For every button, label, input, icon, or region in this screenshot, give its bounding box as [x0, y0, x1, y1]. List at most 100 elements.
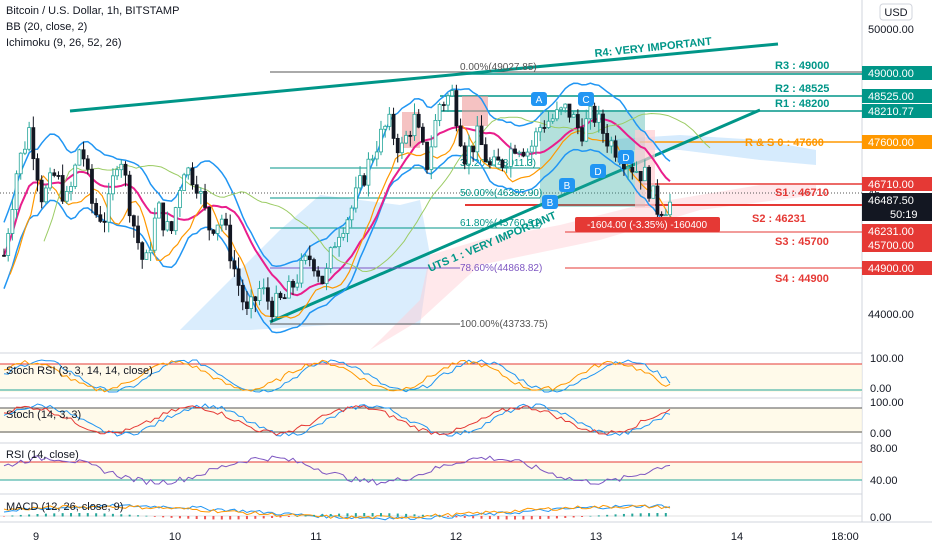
stoch-rsi-panel [0, 359, 862, 393]
candle [496, 156, 501, 161]
candle [400, 142, 404, 154]
currency-label: USD [884, 7, 907, 19]
r1-price: 48210.77 [868, 106, 914, 118]
rs-price-badge [862, 135, 932, 149]
macd-bar [379, 513, 382, 517]
candle [307, 255, 312, 261]
candle [647, 166, 651, 199]
candle [429, 146, 434, 170]
candle [182, 174, 187, 191]
macd-bar [354, 513, 357, 517]
candle [337, 236, 341, 248]
candle [2, 254, 6, 257]
s4-label: S4 : 44900 [775, 273, 829, 285]
macd-bar [170, 516, 173, 518]
candle [358, 175, 362, 189]
candle [441, 104, 446, 106]
candle [43, 187, 48, 203]
candle [23, 148, 27, 154]
price-axis[interactable]: USD 50000.00 44000.00 46 49000.00 48525.… [862, 3, 932, 524]
pattern-d2-badge [590, 164, 606, 178]
header-backdrop [0, 0, 260, 52]
macd-bar [455, 516, 458, 518]
macd-bar [120, 514, 123, 517]
macd-bar [178, 516, 181, 519]
candle [224, 218, 228, 226]
macd-bar [329, 513, 332, 517]
candle [575, 114, 580, 129]
macd-bar [522, 516, 525, 520]
candle [106, 193, 111, 223]
candle [341, 233, 346, 238]
macd-bar [262, 516, 265, 519]
candle [333, 246, 337, 249]
bb-indicator-label[interactable]: BB (20, close, 2) [6, 21, 87, 33]
macd-bar [61, 513, 64, 517]
macd-bar [396, 513, 399, 517]
candle [136, 225, 140, 244]
macd-bar [614, 514, 617, 517]
macd-bar [597, 515, 600, 517]
candle [240, 284, 245, 303]
candle [207, 207, 212, 231]
candle [127, 174, 132, 217]
candle [391, 113, 396, 139]
macd-bar [547, 516, 550, 519]
macd-bar [53, 513, 56, 517]
last-price-badge [862, 193, 932, 207]
candle [303, 255, 308, 261]
candle [467, 145, 471, 165]
r1-label: R1 : 48200 [775, 98, 829, 110]
countdown: 50:19 [890, 209, 918, 221]
candle [513, 148, 517, 154]
candle [483, 144, 488, 163]
candle [475, 125, 480, 153]
candle [257, 288, 262, 301]
candle [249, 296, 254, 309]
x-tick-14: 14 [731, 531, 743, 543]
candle [559, 107, 563, 111]
macd-bar [321, 514, 324, 517]
macd-bar [245, 516, 248, 520]
macd-bar [589, 515, 592, 517]
candle [571, 114, 576, 118]
x-tick-10: 10 [169, 531, 181, 543]
candle [655, 185, 660, 215]
s1-label: S1 : 46710 [775, 187, 829, 199]
candle [458, 125, 463, 147]
candle [236, 268, 241, 286]
candle [542, 127, 547, 129]
candle [157, 202, 161, 219]
candle [60, 175, 65, 202]
candle [14, 173, 19, 210]
candle [395, 137, 400, 154]
macd-bar [622, 513, 625, 517]
pattern-d1-label: D [622, 153, 629, 164]
time-axis[interactable]: 9 10 11 12 13 14 18:00 [33, 531, 859, 543]
candle [634, 171, 639, 173]
candle [111, 175, 115, 195]
pattern-a-label: A [536, 95, 543, 106]
candle [416, 113, 421, 128]
candle [169, 221, 174, 232]
candle [521, 151, 526, 157]
pattern-c-label: C [582, 95, 589, 106]
candle [31, 127, 36, 160]
macd-bar [438, 515, 441, 517]
candle [102, 220, 107, 223]
candle [479, 125, 484, 146]
rsi-panel [0, 455, 862, 486]
candle [504, 166, 509, 168]
candle [517, 151, 522, 154]
candle [194, 184, 199, 194]
rsi-title: RSI (14, close) [6, 449, 79, 461]
currency-button[interactable] [879, 3, 913, 21]
macd-bar [103, 513, 106, 517]
macd-bar [539, 516, 542, 520]
macd-bar [187, 516, 190, 519]
macd-bar [363, 513, 366, 517]
ichimoku-indicator-label[interactable]: Ichimoku (9, 26, 52, 26) [6, 37, 122, 49]
candle [638, 171, 643, 182]
s4-price-badge [862, 261, 932, 275]
